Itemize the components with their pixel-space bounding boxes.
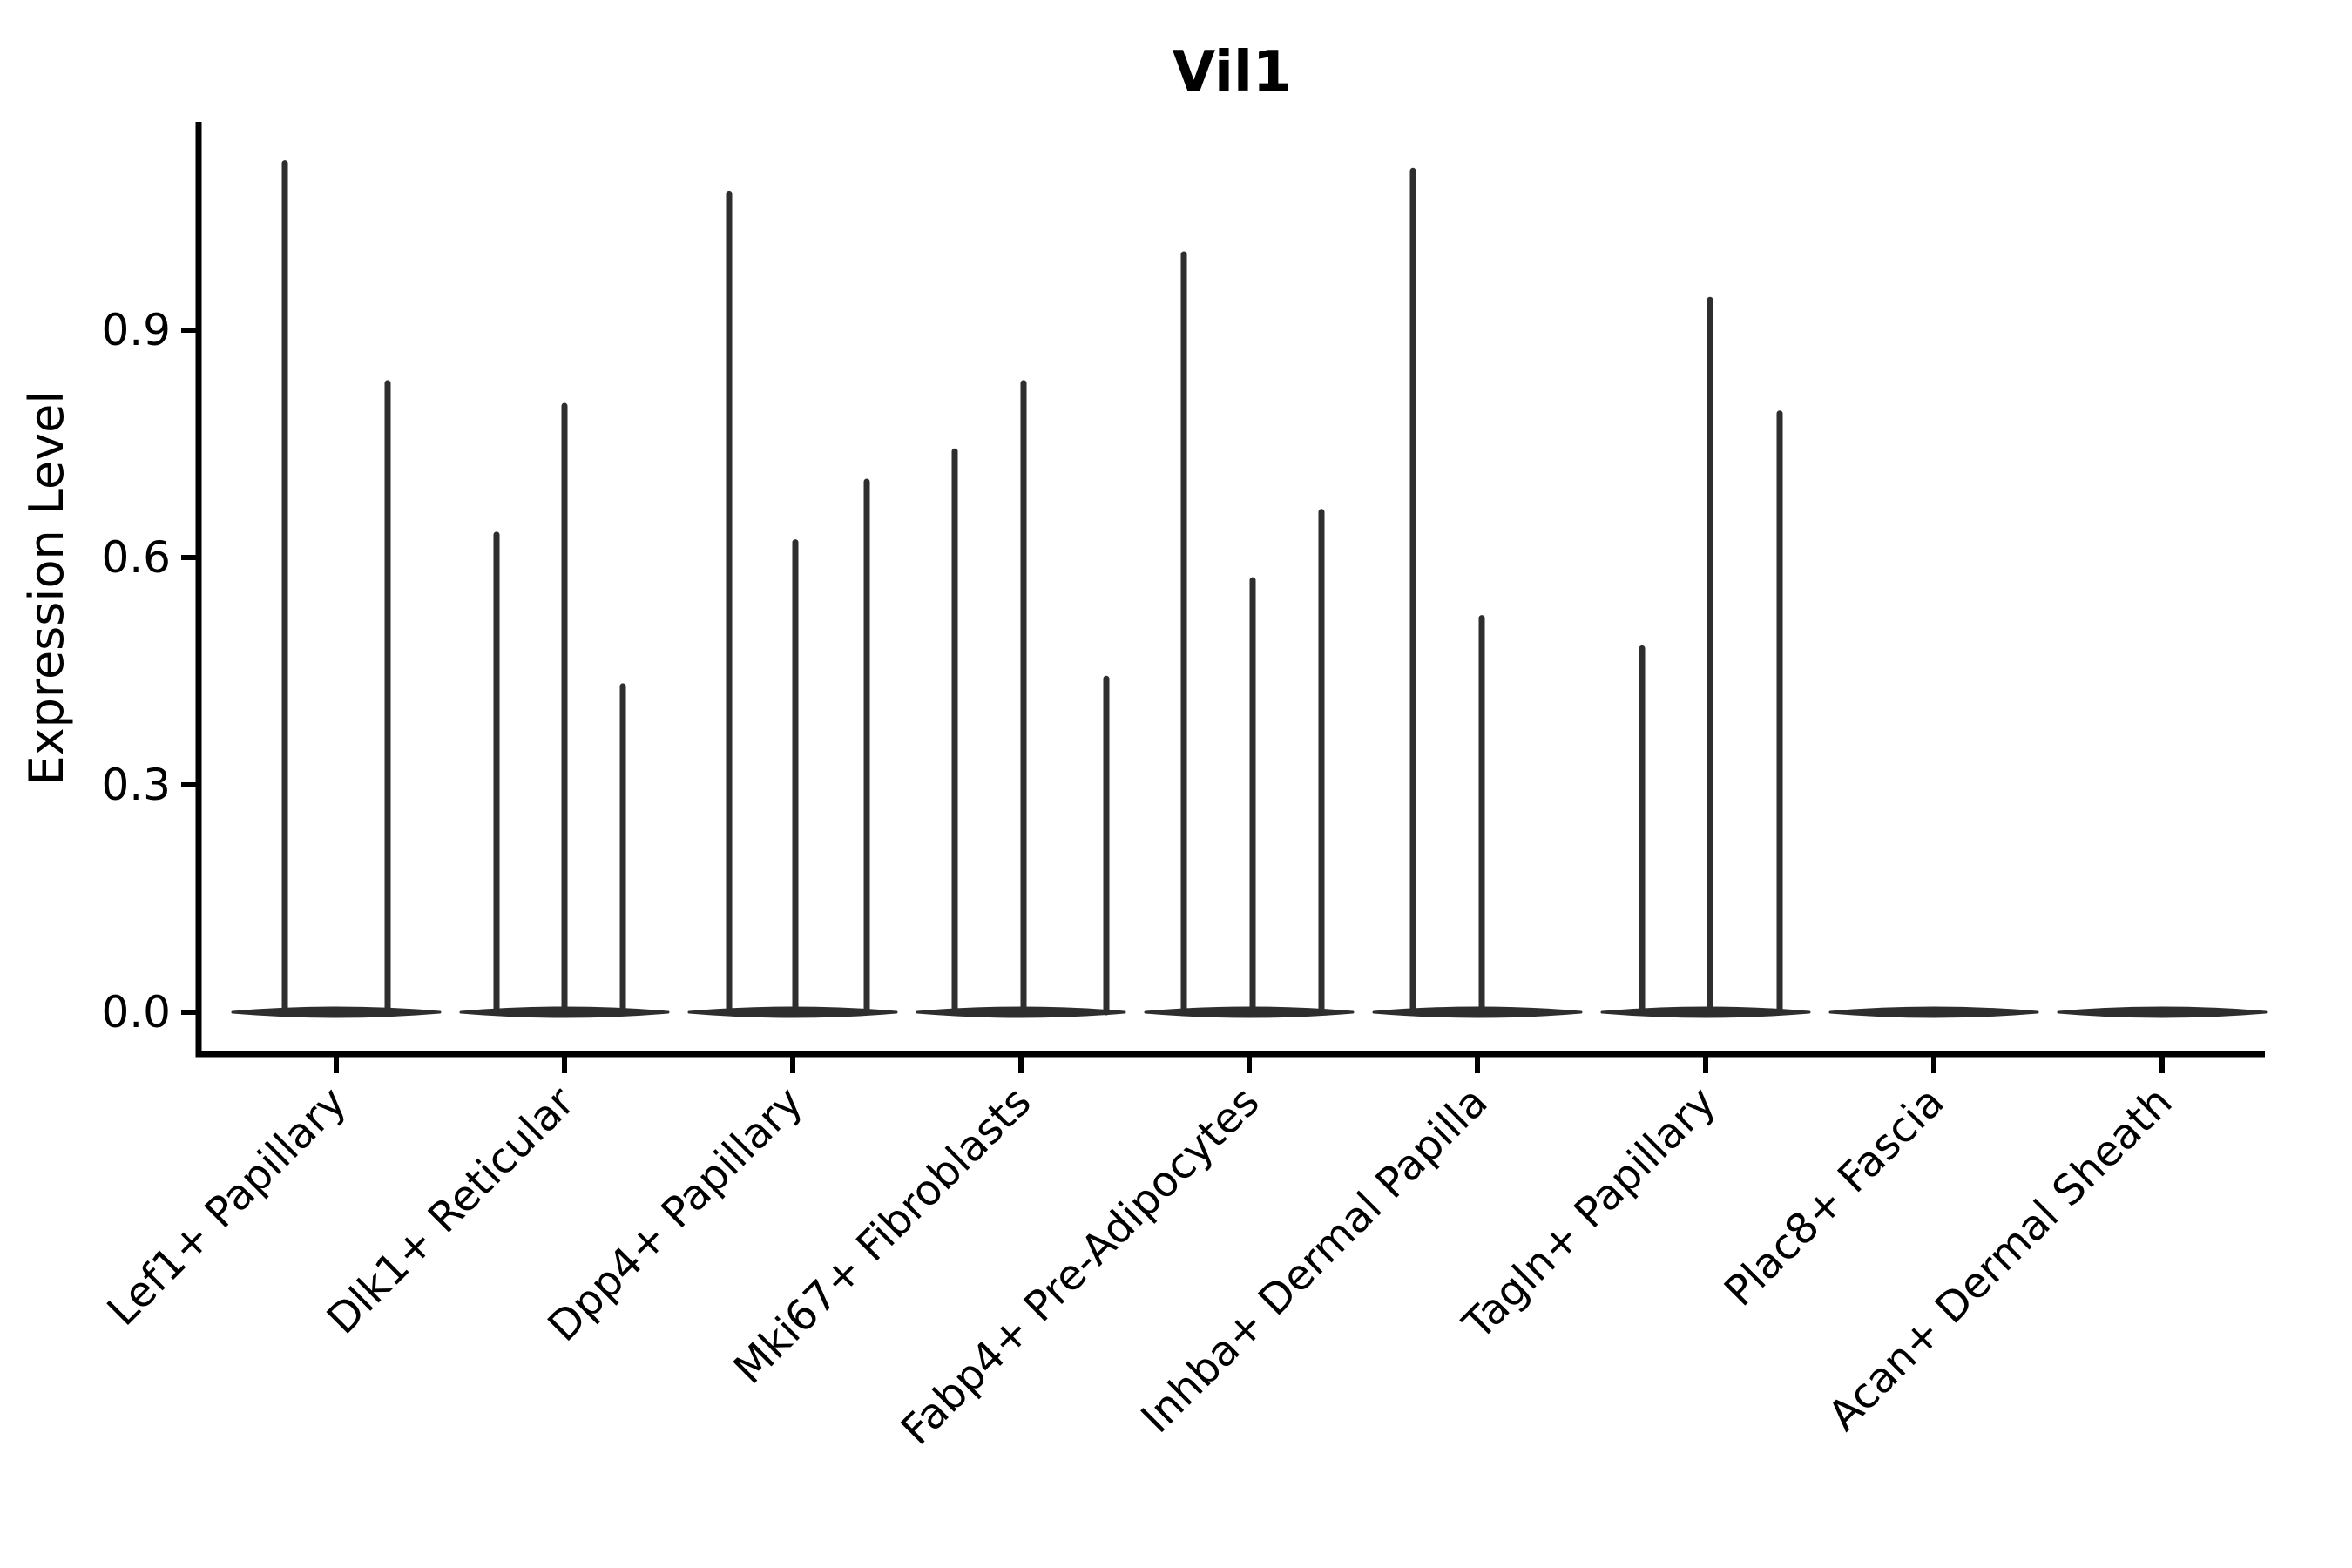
y-tick-label: 0.9 [101, 305, 171, 355]
violin-group [459, 402, 670, 1018]
y-tick-label: 0.3 [101, 760, 171, 810]
violin-group [1372, 167, 1583, 1018]
x-category-label: Tagln+ Papillary [1453, 1078, 1725, 1349]
violin-baseline [231, 1006, 442, 1018]
violin-group [1828, 1006, 2039, 1018]
x-category-label: Dlk1+ Reticular [318, 1078, 585, 1344]
violin-group [687, 190, 898, 1018]
x-category-label: Plac8+ Fascia [1715, 1078, 1954, 1316]
violin-group [916, 380, 1126, 1018]
violin-group [231, 160, 442, 1018]
violin-group [2057, 1006, 2268, 1018]
violin-baseline [1144, 1006, 1355, 1018]
violin-layer [231, 160, 2268, 1018]
violin-baseline [1828, 1006, 2039, 1018]
y-axis-label: Expression Level [19, 391, 74, 786]
x-category-label: Dpp4+ Papillary [538, 1078, 812, 1351]
violin-group [1600, 296, 1811, 1018]
violin-baseline [1372, 1006, 1583, 1018]
y-tick-label: 0.6 [101, 532, 171, 583]
violin-baseline [2057, 1006, 2268, 1018]
y-tick-label: 0.0 [101, 987, 171, 1037]
violin-baseline [1600, 1006, 1811, 1018]
violin-group [1144, 251, 1355, 1018]
chart-title: Vil1 [1173, 40, 1292, 105]
x-category-label: Lef1+ Papillary [98, 1078, 356, 1335]
